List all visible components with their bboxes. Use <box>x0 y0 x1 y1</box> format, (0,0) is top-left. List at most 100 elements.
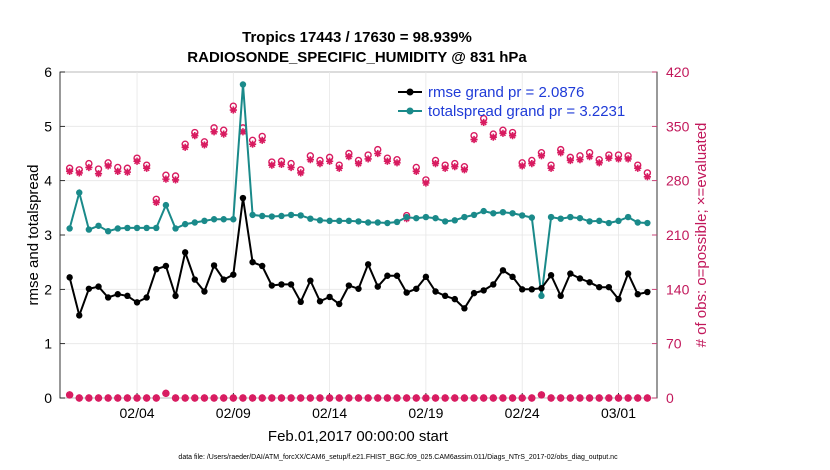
totalspread-point <box>66 225 73 232</box>
x-tick-label: 02/09 <box>216 405 251 421</box>
evaluated-obs-low-point <box>518 394 526 402</box>
rmse-point <box>364 261 372 268</box>
y-tick-label: 1 <box>44 336 52 352</box>
rmse-point <box>95 283 102 290</box>
evaluated-obs-point <box>306 156 314 164</box>
rmse-point <box>499 267 507 274</box>
y-right-tick-label: 420 <box>666 64 690 80</box>
evaluated-obs-low-point <box>403 394 411 402</box>
evaluated-obs-point <box>460 166 469 174</box>
rmse-point <box>596 283 603 291</box>
evaluated-obs-low-point <box>364 394 372 402</box>
evaluated-obs-point <box>431 159 440 168</box>
totalspread-point <box>239 81 247 88</box>
evaluated-obs-low-point <box>75 394 83 402</box>
evaluated-obs-point <box>181 143 189 151</box>
totalspread-point <box>201 217 208 225</box>
totalspread-point <box>528 214 536 221</box>
evaluated-obs-point <box>595 159 603 167</box>
legend-rmse-marker <box>406 88 414 96</box>
evaluated-obs-low-point <box>85 394 93 402</box>
evaluated-obs-point <box>191 132 199 140</box>
totalspread-point <box>172 225 179 232</box>
rmse-point <box>210 262 218 269</box>
totalspread-point <box>480 207 487 215</box>
totalspread-point <box>181 220 189 228</box>
y-tick-label: 5 <box>44 118 52 134</box>
rmse-point <box>172 292 179 300</box>
rmse-point <box>153 266 160 273</box>
totalspread-point <box>76 189 83 196</box>
evaluated-obs-low-point <box>277 394 286 402</box>
totalspread-point <box>259 212 266 220</box>
evaluated-obs-point <box>326 157 334 165</box>
totalspread-point <box>153 224 160 232</box>
evaluated-obs-low-point <box>345 394 353 402</box>
evaluated-obs-point <box>605 154 613 162</box>
evaluated-obs-point <box>277 160 286 168</box>
totalspread-point <box>644 219 651 227</box>
y-tick-label: 4 <box>44 173 52 189</box>
totalspread-point <box>336 217 343 225</box>
totalspread-point <box>316 217 324 224</box>
y-tick-label: 2 <box>44 281 52 297</box>
evaluated-obs-point <box>585 153 594 161</box>
legend-spread-marker <box>406 107 414 115</box>
evaluated-obs-low-point <box>94 394 103 402</box>
rmse-point <box>393 272 401 279</box>
rmse-point <box>316 298 324 305</box>
evaluated-obs-point <box>451 163 459 171</box>
evaluated-obs-point <box>123 168 132 176</box>
totalspread-point <box>586 218 593 225</box>
evaluated-obs-point <box>200 141 209 149</box>
evaluated-obs-point <box>85 163 93 172</box>
totalspread-point <box>220 216 227 223</box>
evaluated-obs-point <box>374 149 382 158</box>
rmse-point <box>509 273 516 281</box>
x-tick-label: 03/01 <box>601 405 636 421</box>
totalspread-point <box>470 211 478 219</box>
totalspread-point <box>624 213 632 221</box>
rmse-point <box>249 258 256 266</box>
rmse-point <box>355 285 362 292</box>
totalspread-point <box>345 217 353 225</box>
totalspread-point <box>364 219 372 226</box>
evaluated-obs-low-point <box>297 394 305 402</box>
y-tick-label: 6 <box>44 64 52 80</box>
rmse-point <box>432 288 439 295</box>
evaluated-obs-low-point <box>114 394 122 402</box>
evaluated-obs-low-point <box>557 394 565 402</box>
evaluated-obs-point <box>143 164 151 172</box>
rmse-point <box>191 276 199 283</box>
totalspread-point <box>297 212 304 219</box>
evaluated-obs-low-point <box>508 394 517 402</box>
evaluated-obs-low-point <box>181 394 189 402</box>
y-right-tick-label: 280 <box>666 173 690 189</box>
evaluated-obs-low-point <box>634 394 642 402</box>
evaluated-obs-low-point <box>576 394 584 402</box>
legend-rmse-label: rmse grand pr = 2.0876 <box>428 84 584 101</box>
evaluated-obs-point <box>239 128 247 136</box>
evaluated-obs-low-point <box>200 394 209 402</box>
evaluated-obs-point <box>518 162 526 170</box>
evaluated-obs-low-point <box>470 394 478 402</box>
totalspread-point <box>557 215 564 222</box>
y-axis-label: rmse and totalspread <box>25 165 42 306</box>
evaluated-obs-point <box>258 136 266 144</box>
evaluated-obs-point <box>547 164 555 172</box>
evaluated-obs-point <box>297 169 305 177</box>
evaluated-obs-point <box>643 173 651 181</box>
y-right-tick-label: 210 <box>666 227 690 243</box>
totalspread-point <box>576 214 584 222</box>
totalspread-point <box>104 227 112 235</box>
evaluated-obs-low-point <box>412 394 420 402</box>
evaluated-obs-low-point <box>528 394 536 402</box>
evaluated-obs-low-point <box>566 394 574 402</box>
x-tick-label: 02/24 <box>505 405 540 421</box>
evaluated-obs-point <box>634 164 642 172</box>
rmse-point <box>124 292 131 300</box>
legend: rmse grand pr = 2.0876 totalspread grand… <box>398 84 625 120</box>
evaluated-obs-point <box>393 159 401 167</box>
evaluated-obs-point <box>229 106 237 114</box>
totalspread-point <box>605 219 613 227</box>
